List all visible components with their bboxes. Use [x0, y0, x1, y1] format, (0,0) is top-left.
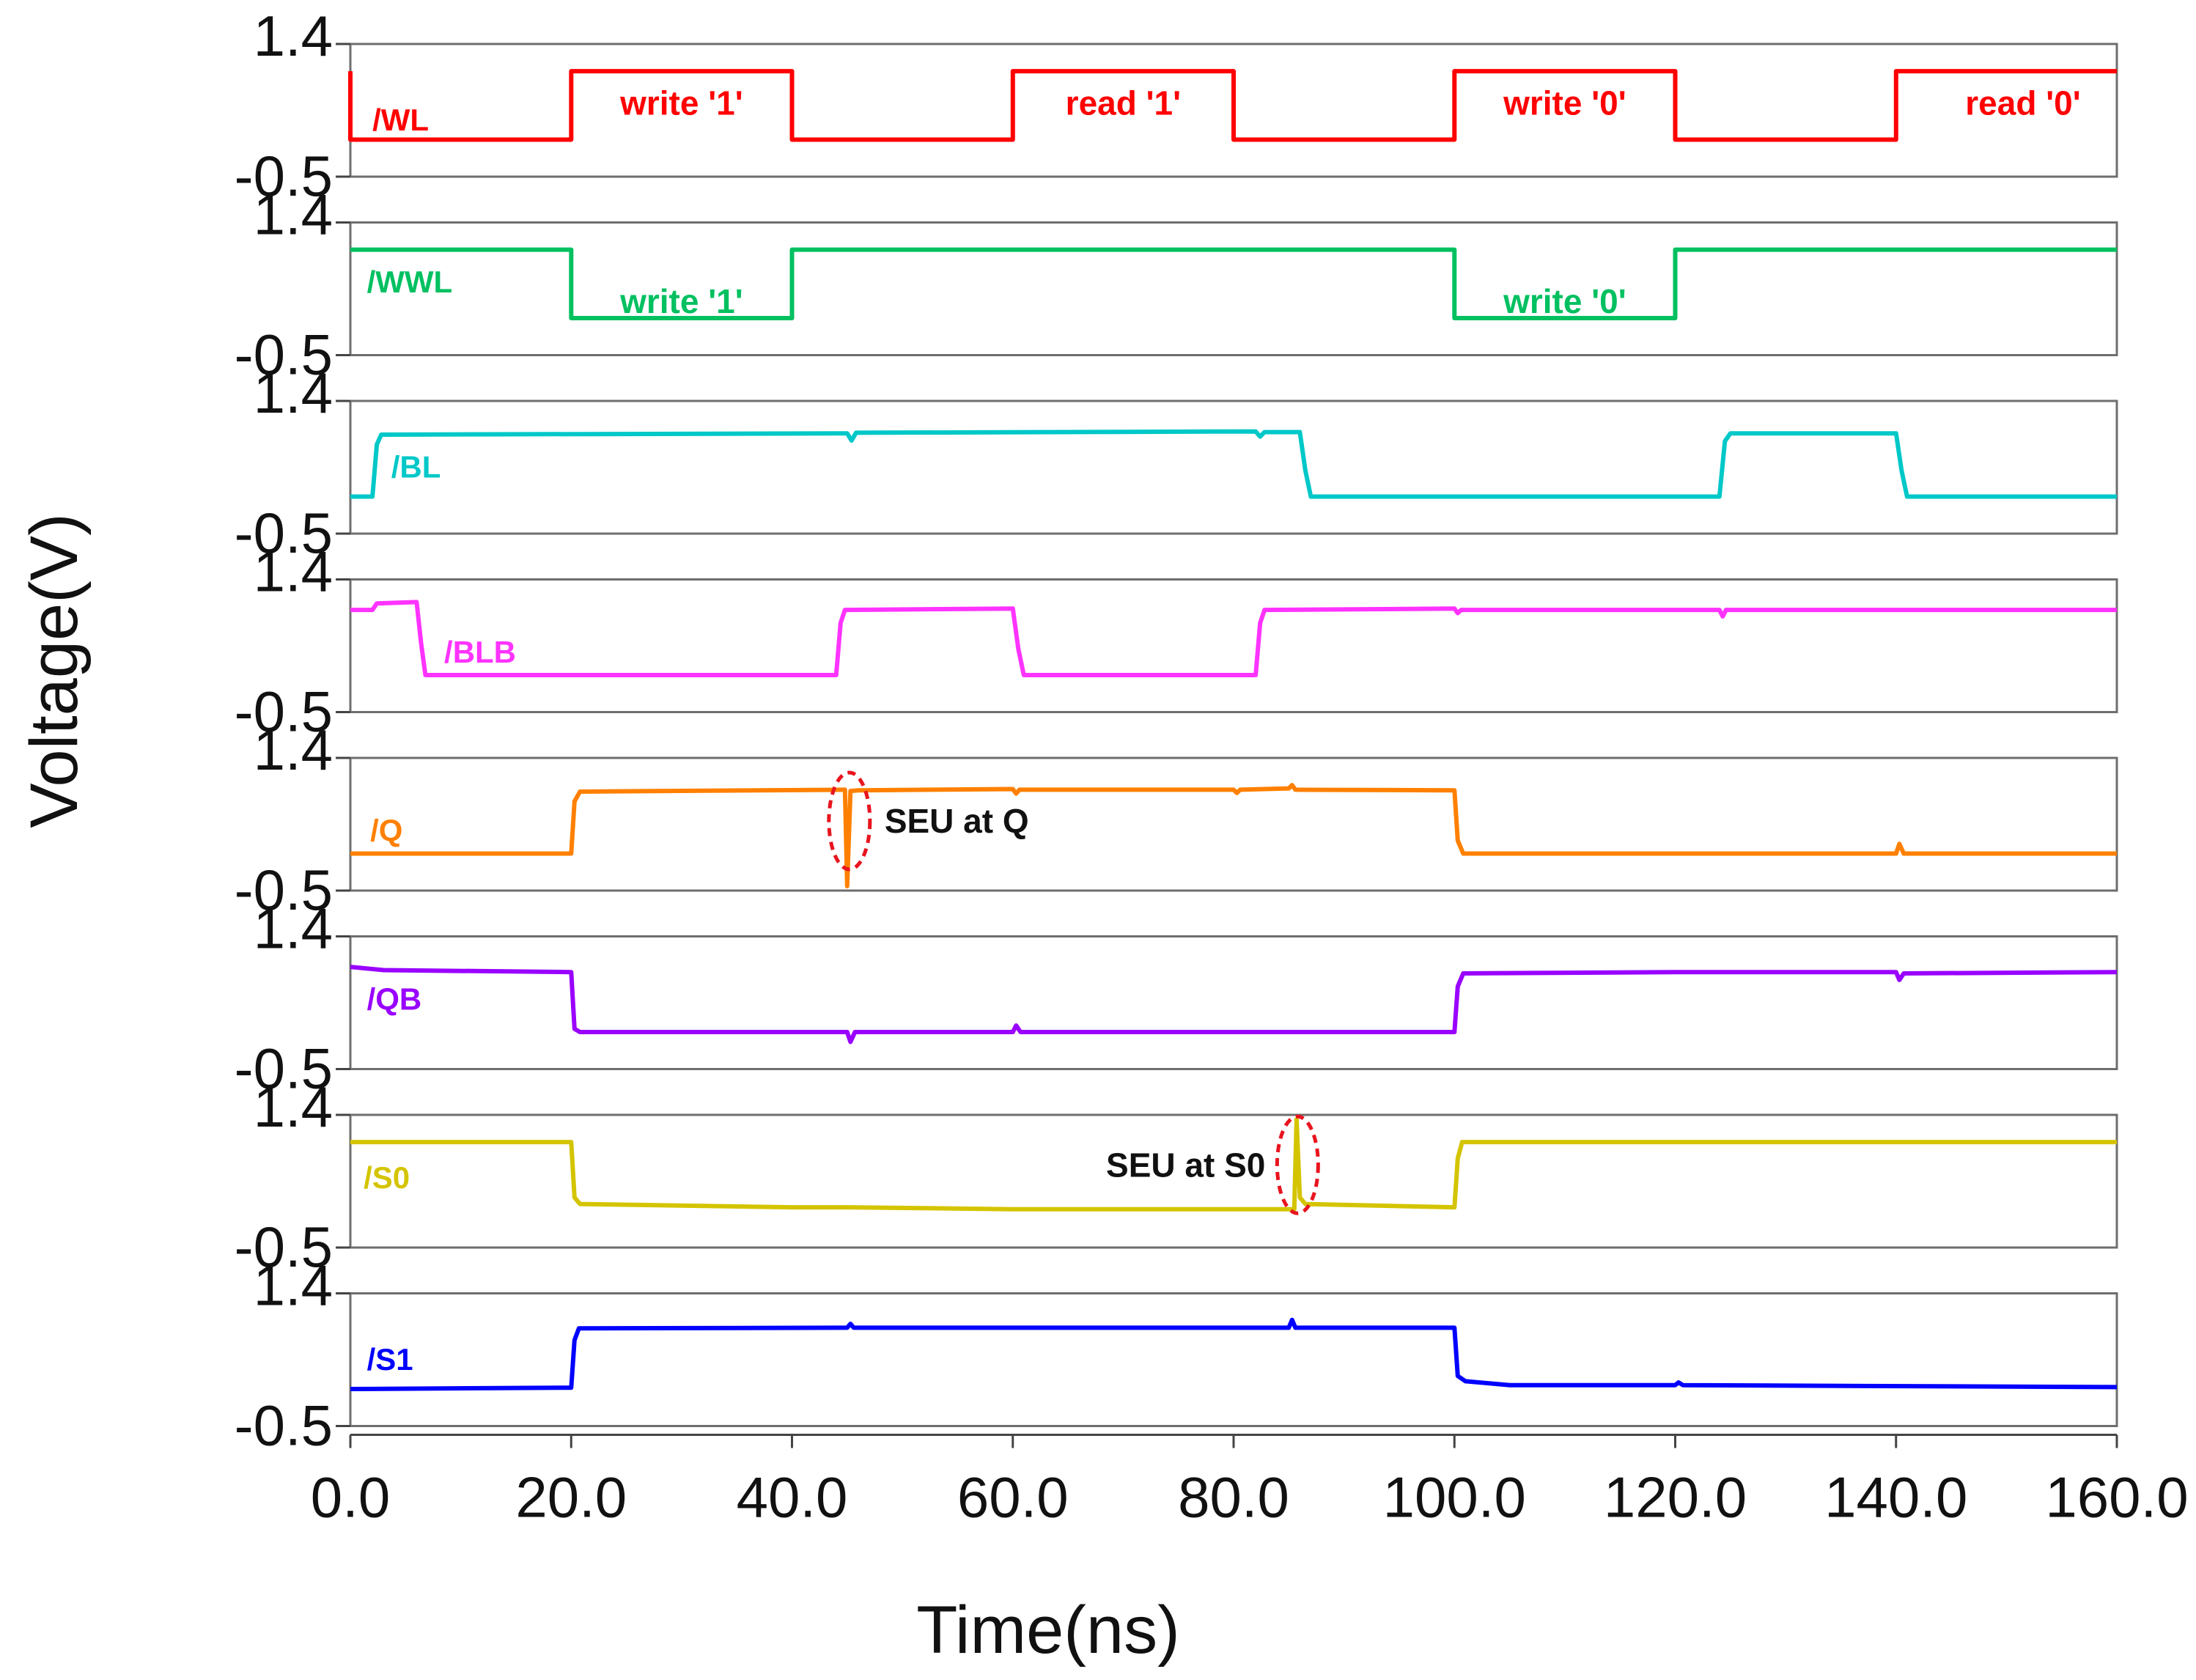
y-tick-label: 1.4	[254, 539, 333, 604]
x-tick-label: 140.0	[1824, 1465, 1967, 1530]
panel-frame	[349, 399, 2118, 535]
seu-label: SEU at Q	[885, 802, 1029, 840]
y-tick-label: 1.4	[254, 361, 333, 425]
x-tick-label: 20.0	[515, 1465, 627, 1530]
seu-label: SEU at S0	[1106, 1146, 1265, 1184]
panel-frame	[349, 935, 2118, 1070]
waveform-panels: 1.4-0.5/WL write '1' read '1' write '0' read…	[235, 4, 2118, 1458]
panel-frame	[349, 578, 2118, 713]
y-tick-label: -0.5	[235, 144, 333, 208]
y-tick-label: -0.5	[235, 1036, 333, 1101]
y-tick-label: 1.4	[254, 718, 333, 782]
panel-wl: 1.4 -0.5/WL write '1' read '1' write '0' read…	[235, 4, 2118, 208]
panel-s1: 1.4 -0.5/S1	[235, 1253, 2118, 1458]
y-tick-label: 1.4	[254, 183, 333, 247]
phase-annotation: write '1'	[619, 84, 743, 122]
phase-annotation: write '1'	[619, 282, 743, 320]
panel-blb: 1.4 -0.5/BLB	[235, 539, 2118, 744]
y-tick-label: -0.5	[235, 501, 333, 565]
waveform-line	[348, 69, 2117, 142]
waveform-line	[350, 1317, 2118, 1391]
panel-bl: 1.4 -0.5/BL	[235, 361, 2118, 565]
phase-annotation: write '0'	[1503, 282, 1626, 320]
y-tick-label: -0.5	[235, 1393, 333, 1458]
panel-qb: 1.4 -0.5/QB	[235, 896, 2118, 1101]
phase-annotation: write '0'	[1503, 84, 1626, 122]
x-tick-label: 120.0	[1604, 1465, 1747, 1530]
waveform-line	[350, 600, 2117, 677]
signal-name: /QB	[367, 982, 422, 1017]
signal-name: /BL	[391, 450, 441, 485]
y-tick-label: -0.5	[235, 323, 333, 387]
panel-s0: 1.4 -0.5/S0	[235, 1075, 2118, 1279]
waveform-line	[350, 1117, 2117, 1212]
seu-highlight-ellipse	[827, 770, 872, 872]
panel-frame	[349, 756, 2118, 892]
seu-callout: SEU at S0	[1106, 1114, 1320, 1215]
y-tick-label: 1.4	[254, 1253, 333, 1318]
signal-name: /Q	[370, 813, 402, 847]
y-tick-label: 1.4	[254, 896, 333, 961]
signal-name: /BLB	[444, 635, 516, 669]
panel-frame	[349, 1292, 2118, 1427]
x-axis: 0.0 20.0 40.0 60.0 80.0 100.0 120.0 140.0 160.0	[311, 1434, 2189, 1530]
y-tick-label: -0.5	[235, 1215, 333, 1279]
x-axis-label: Time(ns)	[916, 1593, 1179, 1668]
waveform-line	[350, 783, 2117, 888]
seu-highlight-ellipse	[1275, 1114, 1320, 1215]
phase-annotation: read '1'	[1066, 84, 1181, 122]
x-tick-label: 60.0	[957, 1465, 1069, 1530]
panel-frame	[349, 221, 2118, 356]
signal-name: /S1	[367, 1342, 413, 1377]
waveform-line	[350, 247, 2117, 320]
y-tick-label: -0.5	[235, 858, 333, 922]
x-tick-label: 160.0	[2045, 1465, 2188, 1530]
panel-frame	[349, 1113, 2118, 1249]
signal-name: /WL	[372, 103, 429, 137]
y-tick-label: 1.4	[254, 4, 333, 68]
signal-name: /WWL	[367, 265, 453, 299]
phase-annotation: read '0'	[1965, 84, 2080, 122]
waveform-line	[350, 429, 2117, 499]
panel-wwl: 1.4 -0.5/WWL write '1' write '0'	[235, 183, 2118, 387]
signal-name: /S0	[364, 1160, 410, 1195]
x-tick-label: 100.0	[1383, 1465, 1526, 1530]
x-tick-label: 40.0	[737, 1465, 848, 1530]
seu-callout: SEU at Q	[827, 770, 1029, 872]
y-axis-label: Voltage(V)	[17, 513, 92, 828]
x-tick-label: 0.0	[311, 1465, 390, 1530]
panel-q: 1.4 -0.5/Q	[235, 718, 2118, 922]
y-tick-label: -0.5	[235, 679, 333, 744]
y-tick-label: 1.4	[254, 1075, 333, 1139]
waveform-line	[350, 965, 2118, 1045]
x-tick-label: 80.0	[1178, 1465, 1289, 1530]
